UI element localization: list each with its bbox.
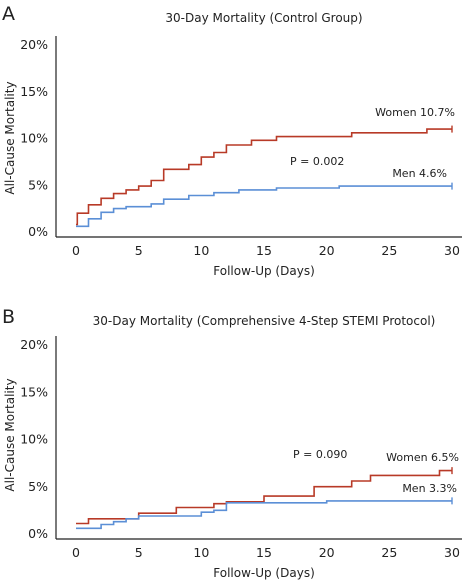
x-tick-label: 5	[135, 243, 143, 258]
panel-letter-a: A	[2, 3, 15, 25]
women-series-line-b	[76, 469, 452, 525]
men-label-b: Men 3.3%	[402, 482, 457, 495]
panel-b: B 30-Day Mortality (Comprehensive 4-Step…	[2, 306, 462, 580]
x-tick-label: 10	[193, 545, 209, 560]
y-tick-label: 10%	[20, 131, 48, 146]
x-tick-label: 30	[444, 243, 460, 258]
chart-title-b: 30-Day Mortality (Comprehensive 4-Step S…	[93, 314, 436, 328]
y-tick-label: 0%	[28, 224, 48, 239]
y-tick-label: 5%	[28, 479, 48, 494]
x-tick-label: 25	[381, 243, 397, 258]
x-tick-label: 10	[193, 243, 209, 258]
y-tick-label: 5%	[28, 177, 48, 192]
women-series-line-a	[76, 128, 452, 226]
y-tick-label: 20%	[20, 337, 48, 352]
plot-area-b: 0 5 10 15 20 25 30 0% 5% 10% 15% 20%	[20, 336, 462, 560]
x-tick-label: 5	[135, 545, 143, 560]
panel-letter-b: B	[2, 306, 15, 328]
men-series-line-b	[76, 500, 452, 530]
y-axis-label-a: All-Cause Mortality	[3, 81, 17, 194]
panel-a: A 30-Day Mortality (Control Group) All-C…	[2, 3, 462, 278]
x-tick-label: 15	[256, 545, 272, 560]
x-tick-label: 15	[256, 243, 272, 258]
x-tick-label: 25	[381, 545, 397, 560]
men-label-a: Men 4.6%	[392, 167, 447, 180]
men-series-line-a	[76, 185, 452, 228]
chart-title-a: 30-Day Mortality (Control Group)	[165, 11, 362, 25]
x-tick-label: 20	[319, 243, 335, 258]
women-label-b: Women 6.5%	[386, 451, 459, 464]
y-tick-label: 0%	[28, 526, 48, 541]
x-tick-label: 0	[72, 545, 80, 560]
y-tick-label: 15%	[20, 384, 48, 399]
p-value-a: P = 0.002	[290, 155, 344, 168]
x-tick-label: 30	[444, 545, 460, 560]
y-tick-label: 10%	[20, 432, 48, 447]
y-tick-label: 20%	[20, 37, 48, 52]
y-axis-label-b: All-Cause Mortality	[3, 378, 17, 491]
x-tick-label: 20	[319, 545, 335, 560]
x-axis-label-a: Follow-Up (Days)	[213, 264, 315, 278]
x-tick-label: 0	[72, 243, 80, 258]
plot-area-a: 0 5 10 15 20 25 30 0% 5% 10% 15% 20%	[20, 36, 462, 258]
x-axis-label-b: Follow-Up (Days)	[213, 566, 315, 580]
women-label-a: Women 10.7%	[375, 106, 455, 119]
y-tick-label: 15%	[20, 84, 48, 99]
p-value-b: P = 0.090	[293, 448, 347, 461]
